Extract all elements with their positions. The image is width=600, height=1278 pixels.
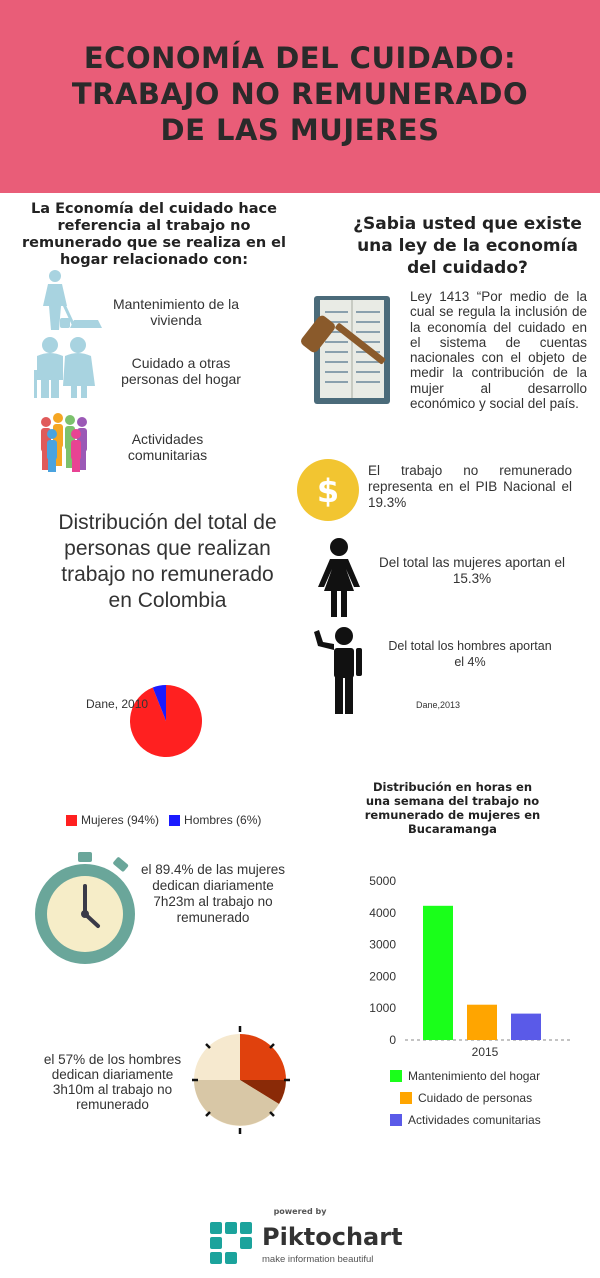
bar-legend-label-care: Cuidado de personas <box>418 1091 533 1105</box>
men-stat: Del total los hombres aportan el 4% <box>388 639 552 669</box>
piktochart-logo-icon <box>210 1222 252 1264</box>
title-line-2: TRABAJO NO REMUNERADO <box>71 77 529 111</box>
item-label-housing: Mantenimiento de la vivienda <box>112 296 240 328</box>
bar-maintenance <box>423 905 453 1040</box>
header-banner <box>0 0 600 193</box>
svg-text:$: $ <box>317 472 339 510</box>
bar-legend-item-maintenance: Mantenimiento del hogar <box>390 1069 541 1083</box>
bar-community <box>511 1013 541 1040</box>
bar-ytick-label: 5000 <box>369 874 396 888</box>
pie-legend-swatch-women <box>66 814 77 826</box>
elderly-couple-icon <box>34 337 95 398</box>
law-book-gavel-icon <box>301 296 390 404</box>
clock-time-chart <box>192 1026 290 1134</box>
bar-ytick-label: 4000 <box>369 906 396 920</box>
bar-ytick-label: 3000 <box>369 938 396 952</box>
bar-xtick-label: 2015 <box>472 1045 499 1059</box>
pie-legend-swatch-men <box>169 814 181 826</box>
bar-chart-title: Distribución en horas en una semana del … <box>364 780 541 836</box>
bar-legend-label-maintenance: Mantenimiento del hogar <box>408 1069 541 1083</box>
bar-ytick-label: 1000 <box>369 1001 396 1015</box>
man-icon <box>314 627 362 714</box>
pie-legend-item-men: Hombres (6%) <box>169 813 261 827</box>
pie-legend-item-women: Mujeres (94%) <box>66 813 159 827</box>
bar-legend-item-community: Actividades comunitarias <box>390 1113 541 1127</box>
intro-text: La Economía del cuidado hace referencia … <box>22 201 286 268</box>
title-line-1: ECONOMÍA DEL CUIDADO: <box>83 41 517 75</box>
pie-source: Dane, 2010 <box>86 697 149 711</box>
law-question: ¿Sabia usted que existe una ley de la ec… <box>353 214 582 278</box>
dollar-coin-icon: $ <box>297 459 359 521</box>
piktochart-brand[interactable]: Piktochart <box>262 1223 403 1251</box>
law-text: Ley 1413 “Por medio de la cual se regula… <box>410 289 587 412</box>
woman-icon <box>318 538 360 617</box>
piktochart-tagline: make information beautiful <box>262 1254 374 1265</box>
title-line-3: DE LAS MUJERES <box>160 113 440 147</box>
pie-legend-label-men: Hombres (6%) <box>184 813 262 827</box>
distribution-title: Distribución del total de personas que r… <box>58 511 277 612</box>
item-label-community: Actividades comunitarias <box>127 431 208 463</box>
bar-chart: 5000 4000 3000 2000 1000 0 2015 <box>369 874 570 1059</box>
bar-ytick-label: 0 <box>389 1033 396 1047</box>
pie-legend: Mujeres (94%) Hombres (6%) <box>66 813 271 827</box>
bar-legend-item-care: Cuidado de personas <box>400 1091 541 1105</box>
women-time-stat: el 89.4% de las mujeres dedican diariame… <box>140 862 286 925</box>
bar-legend-label-community: Actividades comunitarias <box>408 1113 541 1127</box>
community-group-icon <box>41 413 87 472</box>
stats-source: Dane,2013 <box>416 700 461 710</box>
pie-slice-men <box>152 685 166 721</box>
bar-legend-swatch-maintenance <box>390 1070 402 1082</box>
pib-stat: El trabajo no remunerado representa en e… <box>368 463 572 510</box>
powered-by: powered by <box>273 1207 327 1216</box>
bar-legend: Mantenimiento del hogar Cuidado de perso… <box>390 1069 541 1127</box>
women-stat: Del total las mujeres aportan el 15.3% <box>378 555 566 586</box>
men-time-stat: el 57% de los hombres dedican diariament… <box>43 1052 182 1112</box>
pie-legend-label-women: Mujeres (94%) <box>81 813 160 827</box>
bar-legend-swatch-community <box>390 1114 402 1126</box>
page-title: ECONOMÍA DEL CUIDADO: TRABAJO NO REMUNER… <box>0 40 600 148</box>
stopwatch-icon <box>35 852 135 964</box>
bar-care <box>467 1004 497 1040</box>
item-label-care: Cuidado a otras personas del hogar <box>121 355 241 387</box>
bar-legend-swatch-care <box>400 1092 412 1104</box>
cleaning-person-icon <box>43 270 102 330</box>
bar-ytick-label: 2000 <box>369 969 396 983</box>
distribution-pie-chart <box>130 685 202 757</box>
